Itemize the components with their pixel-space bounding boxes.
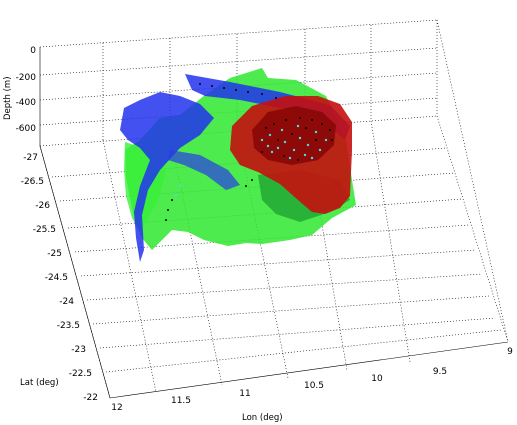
y-axis-label: Lat (deg) bbox=[20, 378, 59, 388]
blue-surface-ribbon bbox=[168, 150, 240, 190]
z-tick-label: -200 bbox=[16, 73, 37, 83]
black-points bbox=[165, 83, 333, 221]
x-tick-label: 9.5 bbox=[433, 367, 447, 377]
y-tick-label: -25 bbox=[47, 249, 62, 259]
y-tick-label: -24.5 bbox=[45, 273, 68, 283]
z-tick-label: -600 bbox=[16, 124, 37, 134]
blue-surface-left bbox=[120, 92, 214, 262]
y-tick-label: -26.5 bbox=[21, 177, 44, 187]
x-tick-label: 12 bbox=[111, 403, 122, 413]
x-tick-label: 10 bbox=[371, 374, 383, 384]
y-tick-label: -23 bbox=[71, 345, 86, 355]
surfaces bbox=[120, 68, 356, 262]
y-tick-label: -22 bbox=[83, 393, 98, 403]
z-axis-label: Depth (m) bbox=[3, 76, 13, 120]
z-tick-label: -400 bbox=[16, 98, 37, 108]
x-tick-label: 11 bbox=[239, 389, 250, 399]
x-axis-label: Lon (deg) bbox=[242, 413, 283, 423]
y-tick-label: -26 bbox=[35, 201, 50, 211]
y-tick-label: -27 bbox=[23, 153, 38, 163]
cyan-points bbox=[174, 124, 328, 197]
y-tick-label: -24 bbox=[59, 297, 74, 307]
y-tick-label: -25.5 bbox=[33, 225, 56, 235]
blue-surface-back bbox=[185, 74, 350, 140]
red-surface-inner bbox=[252, 106, 336, 165]
x-tick-label: 9 bbox=[507, 347, 513, 357]
tick-labels: 0 -200 -400 -600 -27 -26.5 -26 -25.5 -25 -24.5 -24… bbox=[16, 46, 514, 413]
y-tick-label: -22.5 bbox=[69, 369, 92, 379]
x-tick-label: 10.5 bbox=[304, 381, 324, 391]
y-tick-label: -23.5 bbox=[57, 321, 80, 331]
z-tick-label: 0 bbox=[30, 46, 36, 56]
x-tick-label: 11.5 bbox=[171, 396, 191, 406]
